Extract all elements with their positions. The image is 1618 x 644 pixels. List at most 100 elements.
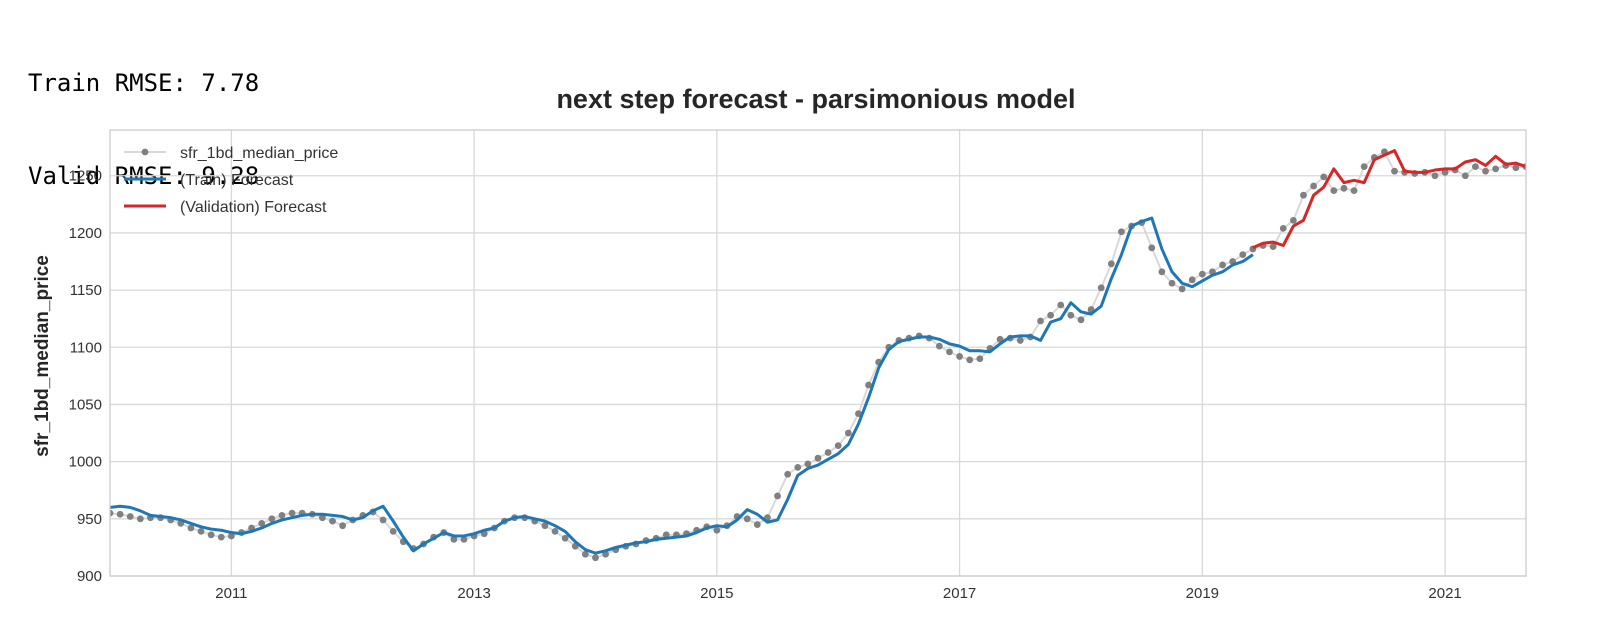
- actual-point: [561, 534, 569, 542]
- actual-point: [1037, 317, 1044, 325]
- y-tick-label: 1250: [69, 168, 102, 185]
- actual-point: [1178, 285, 1186, 293]
- plot-frame: [109, 129, 1527, 577]
- y-tick-label: 1200: [69, 225, 102, 242]
- actual-point: [1067, 311, 1075, 319]
- x-tick-label: 2011: [215, 585, 247, 602]
- actual-point: [1310, 182, 1317, 190]
- y-tick-label: 1000: [69, 454, 102, 471]
- chart-title: next step forecast - parsimonious model: [556, 84, 1075, 114]
- legend-point-marker: [141, 148, 149, 156]
- actual-point: [1047, 311, 1055, 319]
- actual-point: [1441, 168, 1449, 176]
- actual-point: [1482, 167, 1489, 175]
- actual-point: [1057, 301, 1065, 309]
- x-tick-label: 2019: [1186, 585, 1219, 602]
- actual-point: [379, 516, 387, 524]
- y-tick-label: 1150: [70, 282, 102, 299]
- actual-point: [126, 513, 134, 520]
- actual-point: [1158, 268, 1166, 276]
- x-tick-label: 2017: [943, 585, 976, 602]
- actual-point: [581, 550, 589, 558]
- legend-label: (Train) Forecast: [180, 172, 294, 189]
- actual-point: [116, 510, 124, 518]
- actual-point: [1097, 284, 1105, 292]
- actual-point: [268, 515, 276, 523]
- actual-point: [814, 454, 822, 462]
- actual-point: [935, 342, 943, 350]
- actual-point: [1148, 244, 1156, 252]
- legend-label: sfr_1bd_median_price: [180, 145, 338, 162]
- actual-point: [774, 492, 781, 500]
- actual-point: [1492, 165, 1500, 173]
- actual-point: [541, 522, 549, 530]
- actual-point: [753, 521, 761, 528]
- y-tick-label: 1050: [69, 396, 102, 413]
- x-tick-label: 2015: [700, 585, 733, 602]
- actual-point: [794, 463, 802, 471]
- actual-point: [1350, 187, 1358, 195]
- legend-label: (Validation) Forecast: [180, 199, 327, 216]
- actual-point: [1219, 261, 1226, 269]
- actual-point: [187, 524, 195, 532]
- actual-point: [319, 514, 326, 522]
- actual-point: [1340, 184, 1348, 192]
- actual-point: [1320, 173, 1328, 181]
- actual-point: [217, 533, 225, 541]
- actual-point: [258, 519, 266, 527]
- actual-point: [1360, 163, 1368, 170]
- actual-point: [1330, 187, 1338, 195]
- actual-point: [824, 449, 832, 456]
- actual-point: [1107, 260, 1115, 268]
- actual-point: [592, 554, 599, 562]
- actual-point: [946, 348, 953, 356]
- actual-point: [207, 531, 215, 539]
- y-tick-label: 950: [77, 511, 102, 528]
- x-tick-label: 2021: [1428, 585, 1461, 602]
- actual-point: [743, 515, 751, 523]
- actual-point: [389, 528, 397, 535]
- actual-point: [1016, 337, 1024, 344]
- train-forecast-line: [110, 216, 1254, 555]
- actual-point: [1289, 216, 1297, 224]
- actual-point: [713, 526, 721, 534]
- actual-point: [784, 470, 792, 478]
- actual-point: [976, 355, 984, 363]
- actual-point: [197, 528, 205, 535]
- y-tick-label: 1100: [70, 339, 102, 356]
- actual-point: [966, 356, 974, 364]
- actual-point: [227, 532, 235, 540]
- actual-point: [1472, 163, 1479, 170]
- actual-point: [551, 528, 559, 535]
- actual-point: [1461, 172, 1469, 180]
- actual-point: [460, 536, 468, 543]
- actual-point: [1168, 279, 1176, 287]
- actual-point: [339, 522, 347, 530]
- actual-point: [662, 531, 670, 539]
- actual-point: [450, 536, 458, 543]
- actual-point: [1431, 172, 1439, 180]
- actual-point: [136, 515, 144, 523]
- actual-point: [1188, 276, 1196, 284]
- plot-area: [110, 148, 1526, 562]
- y-tick-label: 900: [77, 568, 102, 585]
- actual-point: [110, 509, 114, 517]
- actual-point: [844, 429, 852, 437]
- actual-point: [1077, 316, 1085, 324]
- actual-point: [1300, 191, 1307, 199]
- actual-point: [834, 442, 842, 450]
- actual-point: [956, 353, 963, 360]
- actual-point: [278, 511, 286, 519]
- actual-point: [1391, 167, 1398, 175]
- actual-point: [1198, 270, 1206, 278]
- y-axis-title: sfr_1bd_median_price: [32, 255, 53, 457]
- actual-point: [329, 517, 336, 525]
- actual-point: [1279, 224, 1287, 232]
- legend: sfr_1bd_median_price (Train) Forecast (Val…: [124, 145, 338, 216]
- actual-point: [804, 460, 812, 468]
- actual-point: [1118, 228, 1125, 236]
- actual-point: [865, 381, 872, 389]
- actual-point: [288, 509, 296, 517]
- axes: 900 950 1000 1050 1100 1150 1200 1250 2011 2013 20…: [69, 129, 1527, 602]
